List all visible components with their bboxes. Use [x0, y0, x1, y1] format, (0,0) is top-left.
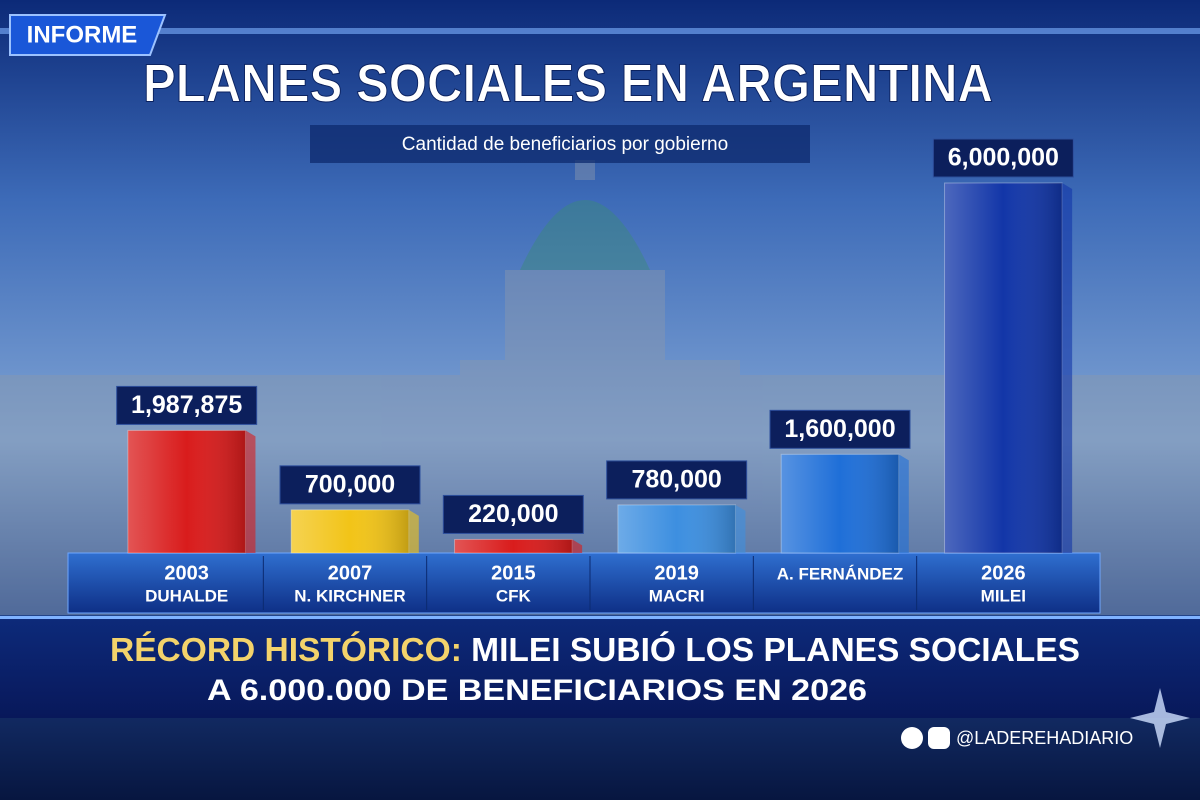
- bar-shine: [944, 183, 1063, 553]
- value-label: 700,000: [305, 470, 395, 498]
- badge: INFORME: [27, 21, 138, 48]
- value-label-box: [769, 409, 911, 449]
- value-label: 220,000: [468, 500, 558, 528]
- bar-side: [898, 454, 909, 553]
- government-label: CFK: [496, 586, 532, 605]
- source: @LADEREHADIARIO: [956, 728, 1133, 748]
- badge-box: [9, 14, 167, 56]
- bar-shine: [291, 509, 409, 553]
- social-icon: [901, 727, 923, 749]
- value-label-box: [606, 460, 748, 500]
- value-label-box: [116, 385, 258, 425]
- x-tick-label: 2007: [328, 562, 373, 584]
- bar-side: [572, 539, 583, 553]
- x-tick-label: 2019: [654, 562, 699, 584]
- value-label: 1,987,875: [131, 391, 242, 419]
- bar-side: [1062, 183, 1073, 553]
- government-label: MACRI: [649, 586, 705, 605]
- x-tick-label: 2003: [164, 562, 209, 584]
- value-label: 6,000,000: [948, 144, 1059, 172]
- x-tick-label: 2015: [491, 562, 536, 584]
- headline-line-2: A 6.000.000 DE BENEFICIARIOS EN 2026: [207, 674, 867, 707]
- value-label-box: [932, 138, 1074, 178]
- headline-line-1: RÉCORD HISTÓRICO: MILEI SUBIÓ LOS PLANES…: [110, 631, 1080, 668]
- sparkle: [1130, 688, 1190, 748]
- headline-text: MILEI SUBIÓ LOS PLANES SOCIALES: [471, 631, 1080, 668]
- headline-highlight: RÉCORD HISTÓRICO:: [110, 631, 462, 668]
- bar-shine: [127, 430, 246, 553]
- bar-shine: [781, 454, 899, 553]
- subtitle-box: [310, 125, 810, 163]
- social-icon: [928, 727, 950, 749]
- government-label: DUHALDE: [145, 586, 228, 605]
- government-label: A. FERNÁNDEZ: [777, 564, 904, 583]
- value-label: 1,600,000: [784, 415, 895, 443]
- headline-rule: [0, 616, 1200, 619]
- bar-shine: [454, 539, 573, 553]
- government-label: N. KIRCHNER: [294, 586, 405, 605]
- headline-band: [0, 618, 1200, 718]
- x-tick-label: 2026: [981, 562, 1026, 584]
- value-label-box: [442, 494, 584, 534]
- bar-side: [408, 509, 419, 553]
- bar-side: [245, 430, 256, 553]
- government-label: MILEI: [981, 586, 1026, 605]
- header-rule: [0, 28, 1200, 34]
- bar-shine: [617, 504, 736, 553]
- bar-side: [735, 504, 746, 553]
- value-label-box: [279, 465, 421, 505]
- subtitle: Cantidad de beneficiarios por gobierno: [402, 134, 728, 155]
- category-strip: [67, 552, 1101, 614]
- value-label: 780,000: [631, 466, 721, 494]
- chart-title: PLANES SOCIALES EN ARGENTINA: [143, 53, 993, 113]
